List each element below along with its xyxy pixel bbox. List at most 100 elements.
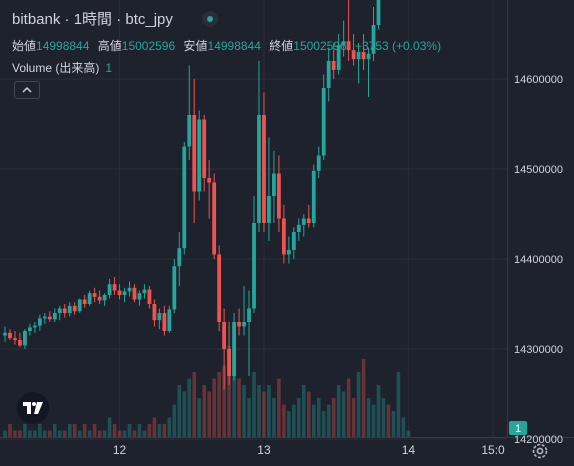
low-label: 安値	[183, 39, 208, 53]
volume-bar	[197, 398, 202, 437]
candle-body	[222, 322, 227, 349]
volume-bar	[381, 398, 386, 437]
collapse-legend-button[interactable]	[14, 81, 40, 99]
volume-value: 1	[105, 61, 113, 75]
volume-bar	[207, 391, 211, 437]
candle-body	[182, 146, 187, 249]
volume-bar	[287, 411, 291, 437]
volume-bar	[376, 385, 381, 437]
volume-bar	[13, 430, 17, 437]
open-value: 14998844	[36, 39, 90, 53]
volume-bar	[162, 424, 167, 437]
volume-bar	[272, 398, 276, 437]
chart-title: bitbank · 1時間 · btc_jpy	[12, 11, 173, 28]
volume-bar	[217, 372, 221, 437]
volume-bar	[147, 424, 152, 437]
candle-body	[102, 295, 107, 301]
volume-bar	[356, 372, 361, 437]
candle-body	[142, 289, 147, 294]
candle-body	[97, 296, 102, 301]
volume-bar	[366, 398, 371, 437]
volume-bar	[346, 378, 351, 437]
time-tick-label: 12	[113, 443, 127, 457]
candle-body	[311, 170, 316, 223]
candle-body	[23, 331, 27, 346]
candle-body	[87, 293, 92, 304]
volume-bar	[182, 391, 187, 437]
candle-body	[187, 115, 192, 147]
volume-bar	[227, 346, 231, 437]
price-tick-label: 14600000	[514, 74, 563, 86]
candle-body	[77, 299, 82, 312]
chevron-up-icon	[22, 86, 32, 93]
volume-bar	[43, 430, 47, 437]
candle-body	[192, 115, 197, 192]
candle-body	[162, 313, 167, 331]
candle-body	[232, 322, 236, 376]
candle-body	[157, 313, 162, 321]
volume-bar	[3, 430, 7, 437]
candle-body	[306, 218, 311, 223]
volume-bar	[202, 385, 206, 437]
high-value: 15002596	[121, 39, 176, 53]
volume-bar	[152, 417, 157, 437]
volume-bar	[18, 430, 22, 437]
candle-body	[197, 119, 202, 192]
volume-bar	[112, 424, 117, 437]
candle-body	[361, 52, 366, 60]
candle-body	[13, 338, 17, 340]
volume-bar	[122, 430, 127, 437]
high-label: 高値	[97, 39, 122, 53]
volume-bar	[177, 385, 182, 437]
volume-bar	[82, 424, 87, 437]
ohlc-legend: 始値14998844 高値15002596 安値14998844 終値15002…	[12, 37, 446, 54]
candle-body	[336, 44, 341, 70]
volume-bar	[361, 359, 366, 437]
candle-body	[57, 308, 62, 313]
candle-body	[67, 305, 72, 313]
volume-bar	[331, 398, 336, 437]
candle-body	[326, 61, 331, 88]
volume-tag: 1	[515, 423, 521, 435]
volume-bar	[102, 430, 107, 437]
gear-icon[interactable]	[530, 441, 550, 461]
candle-body	[172, 266, 177, 310]
candle-body	[62, 308, 67, 313]
candle-body	[376, 0, 381, 25]
volume-bar	[97, 430, 102, 437]
volume-bar	[107, 417, 112, 437]
candle-body	[351, 50, 356, 60]
tradingview-logo-icon	[23, 402, 43, 414]
volume-bar	[172, 404, 177, 437]
volume-tag-bg	[509, 421, 527, 435]
volume-bar	[67, 424, 72, 437]
volume-bar	[242, 385, 246, 437]
candle-body	[28, 327, 32, 331]
volume-bar	[257, 385, 261, 437]
volume-bar	[232, 359, 236, 437]
candle-body	[301, 218, 306, 225]
volume-bar	[132, 430, 137, 437]
candle-body	[3, 332, 7, 336]
candle-body	[107, 284, 112, 295]
candle-body	[112, 284, 117, 291]
tradingview-logo[interactable]	[17, 392, 49, 424]
volume-bar	[341, 391, 346, 437]
volume-bars	[3, 346, 411, 437]
volume-bar	[92, 424, 97, 437]
candle-body	[18, 340, 22, 346]
volume-bar	[401, 417, 406, 437]
candle-body	[366, 53, 371, 60]
volume-bar	[62, 430, 67, 437]
candle-body	[267, 196, 271, 223]
volume-bar	[391, 411, 396, 437]
volume-bar	[157, 424, 162, 437]
candle-body	[316, 155, 321, 171]
candle-body	[257, 115, 261, 223]
candle-body	[321, 88, 326, 156]
market-status-icon[interactable]	[202, 11, 218, 27]
price-tick-label: 14500000	[514, 164, 563, 176]
